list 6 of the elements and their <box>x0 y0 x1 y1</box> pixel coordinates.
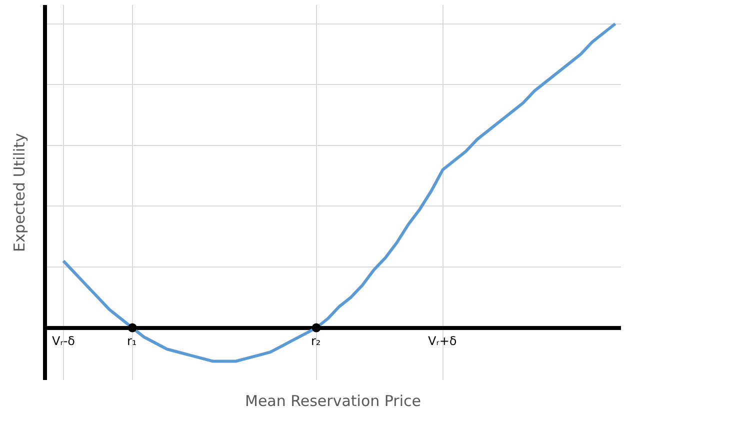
x-tick-label: Vᵣ+δ <box>428 334 457 348</box>
x-tick-label: r₂ <box>311 334 321 348</box>
x-tick-label: Vᵣ-δ <box>52 334 75 348</box>
y-axis-title: Expected Utility <box>10 132 28 252</box>
x-axis-title: Mean Reservation Price <box>245 392 421 410</box>
x-tick-label: r₁ <box>127 334 137 348</box>
